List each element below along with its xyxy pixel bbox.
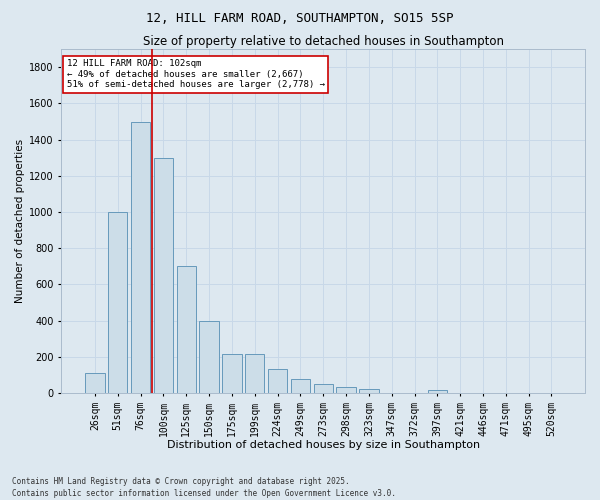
Bar (314, 384, 333, 393)
Bar (245, 354, 265, 393)
Bar (359, 389, 379, 393)
Y-axis label: Number of detached properties: Number of detached properties (15, 139, 25, 303)
Bar (176, 266, 196, 393)
Text: 12, HILL FARM ROAD, SOUTHAMPTON, SO15 5SP: 12, HILL FARM ROAD, SOUTHAMPTON, SO15 5S… (146, 12, 454, 26)
Bar (108, 212, 127, 393)
Bar (154, 158, 173, 393)
Bar (290, 380, 310, 393)
Bar (337, 387, 356, 393)
Bar (85, 373, 104, 393)
Bar (428, 390, 447, 393)
Text: Contains HM Land Registry data © Crown copyright and database right 2025.
Contai: Contains HM Land Registry data © Crown c… (12, 476, 396, 498)
Title: Size of property relative to detached houses in Southampton: Size of property relative to detached ho… (143, 35, 504, 48)
Bar (131, 122, 150, 393)
Bar (268, 370, 287, 393)
X-axis label: Distribution of detached houses by size in Southampton: Distribution of detached houses by size … (167, 440, 480, 450)
Text: 12 HILL FARM ROAD: 102sqm
← 49% of detached houses are smaller (2,667)
51% of se: 12 HILL FARM ROAD: 102sqm ← 49% of detac… (67, 60, 325, 90)
Bar (222, 354, 242, 393)
Bar (199, 320, 219, 393)
